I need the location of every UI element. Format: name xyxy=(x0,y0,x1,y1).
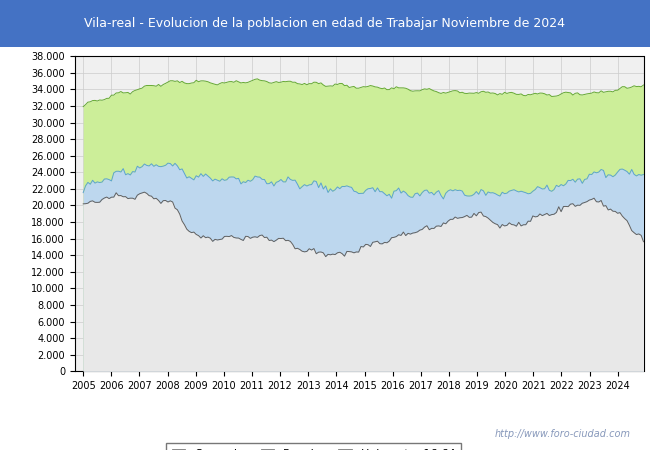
Text: http://www.foro-ciudad.com: http://www.foro-ciudad.com xyxy=(495,429,630,439)
Text: Vila-real - Evolucion de la poblacion en edad de Trabajar Noviembre de 2024: Vila-real - Evolucion de la poblacion en… xyxy=(84,17,566,30)
Legend: Ocupados, Parados, Hab. entre 16-64: Ocupados, Parados, Hab. entre 16-64 xyxy=(166,443,461,450)
